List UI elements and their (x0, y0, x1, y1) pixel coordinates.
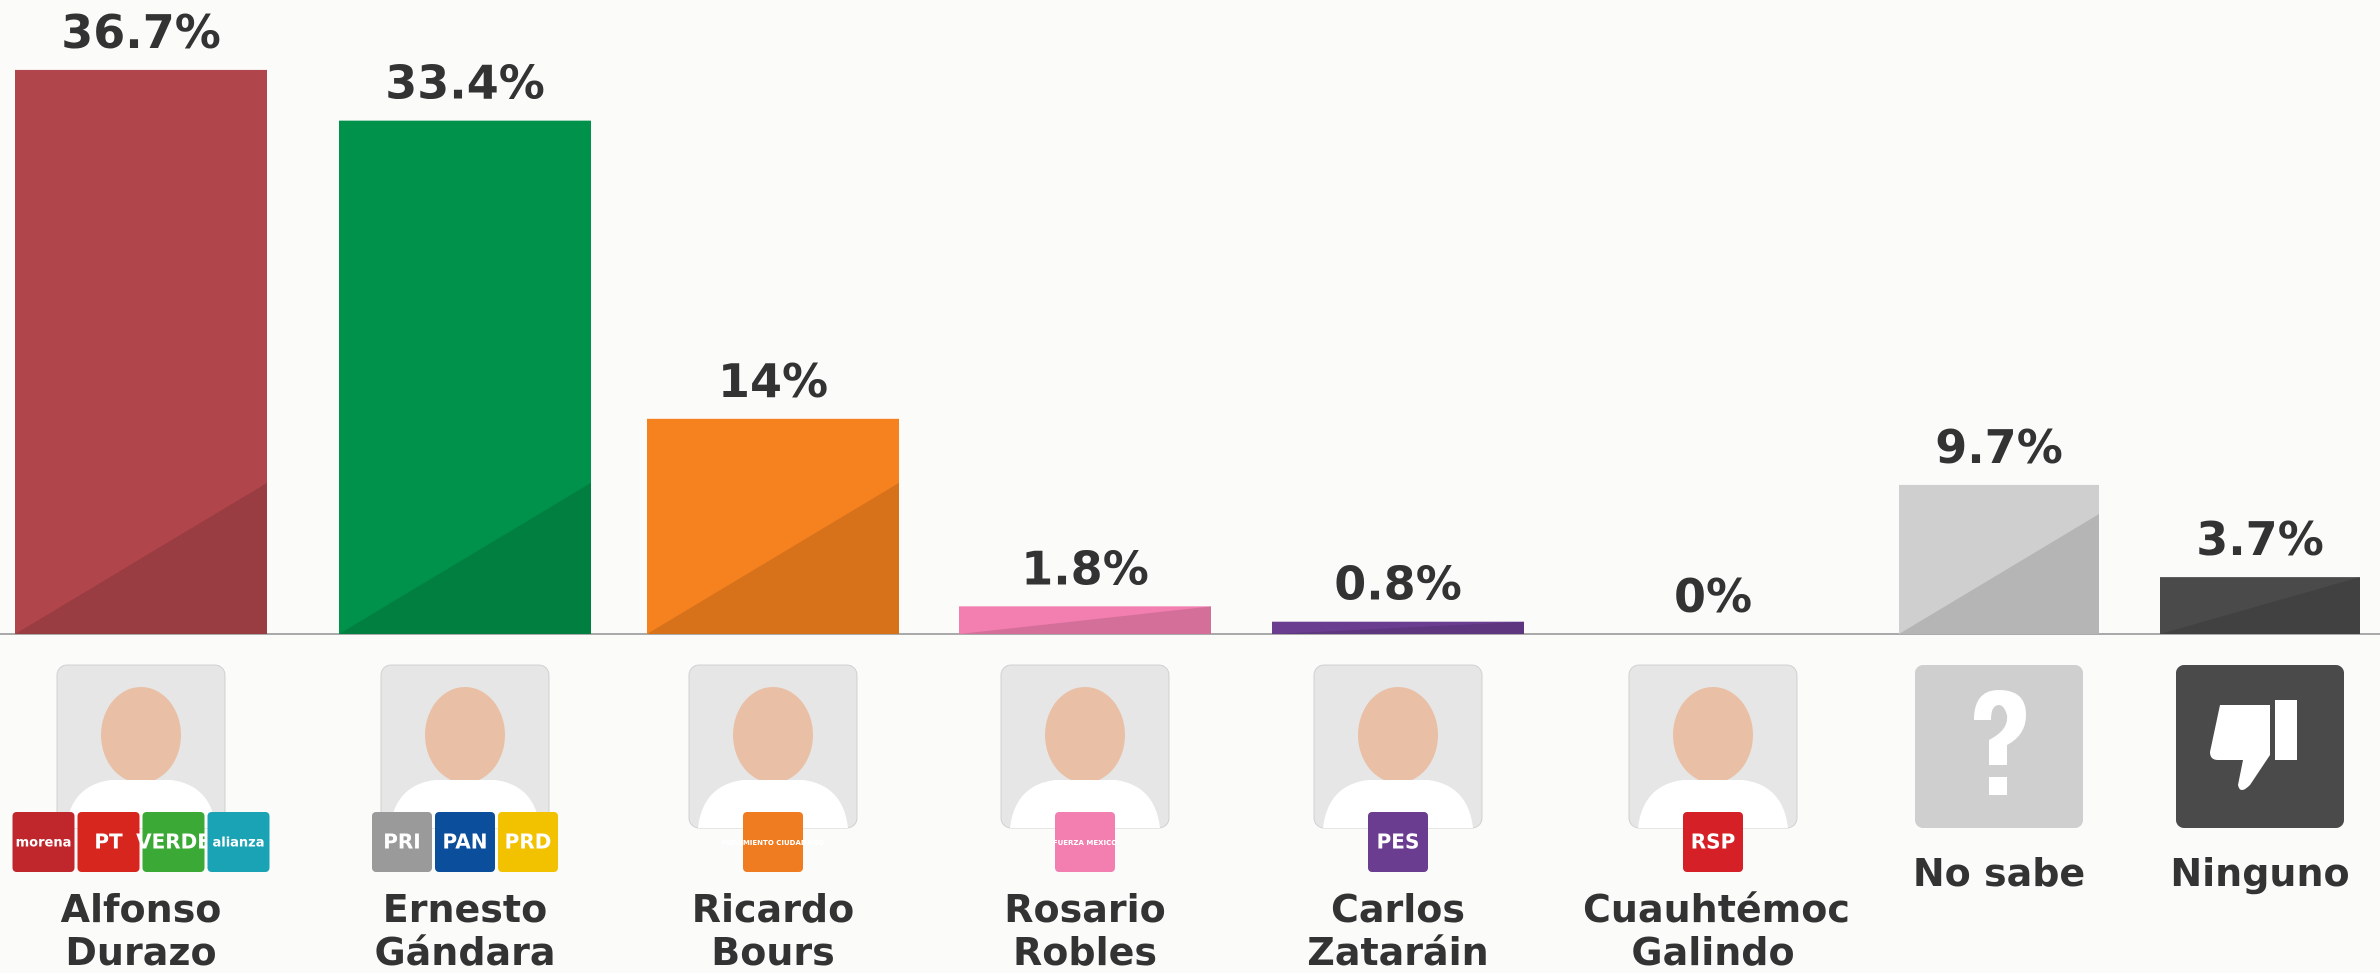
photo-shirt (1010, 780, 1160, 828)
bar-shade (1272, 621, 1524, 634)
party-logo-text: PRD (505, 830, 552, 854)
party-logo (207, 812, 270, 872)
bar-shade (339, 482, 591, 634)
party-logo (142, 812, 205, 872)
party-logo-text: morena (16, 836, 72, 851)
question-icon (1974, 690, 2026, 795)
bar-shade (1899, 514, 2099, 634)
value-label: 14% (718, 354, 828, 408)
category-label: Ernesto Gándara (374, 887, 556, 973)
party-logo-text: PES (1377, 830, 1420, 854)
bar (2160, 577, 2360, 634)
value-label: 0.8% (1334, 557, 1462, 611)
party-logo (12, 812, 75, 872)
category-label: Rosario Robles (1004, 887, 1166, 973)
party-logo (1368, 812, 1428, 872)
photo-shirt (698, 780, 848, 828)
party-logo (77, 812, 140, 872)
photo-shirt (1638, 780, 1788, 828)
bar (1272, 621, 1524, 634)
photo-face (1358, 687, 1438, 783)
party-logo-text: PT (94, 830, 123, 854)
photo-face (101, 687, 181, 783)
party-logo (1055, 812, 1115, 872)
party-logo-text: RSP (1691, 830, 1735, 854)
category-label: Ninguno (2170, 851, 2350, 895)
bar-shade (647, 482, 899, 634)
party-logo-text: FUERZA MEXICO (1053, 839, 1117, 847)
bar (1899, 484, 2099, 634)
value-label: 33.4% (385, 56, 545, 110)
bar-shade (15, 482, 267, 634)
value-label: 3.7% (2196, 512, 2324, 566)
category-label: Ricardo Bours (691, 887, 855, 973)
photo-shirt (1323, 780, 1473, 828)
bar (959, 606, 1211, 634)
photo-face (733, 687, 813, 783)
bar (15, 69, 267, 634)
party-logo-text: PAN (442, 830, 487, 854)
value-label: 1.8% (1021, 541, 1149, 595)
category-label: Alfonso Durazo (60, 887, 222, 973)
category-label: No sabe (1912, 851, 2086, 895)
party-logo-text: alianza (212, 836, 264, 851)
value-label: 9.7% (1935, 420, 2063, 474)
value-label: 36.7% (61, 5, 221, 59)
bar-shade (959, 606, 1211, 634)
category-label: Carlos Zataráin (1307, 887, 1489, 973)
bar-shade (2160, 577, 2360, 634)
party-logo-text: MOVIMIENTO CIUDADANO (722, 839, 824, 847)
photo-face (1045, 687, 1125, 783)
category-label: Cuauhtémoc Galindo (1583, 887, 1850, 973)
value-label: 0% (1674, 569, 1752, 623)
photo-face (425, 687, 505, 783)
party-logo-text: PRI (383, 830, 421, 854)
bar (339, 120, 591, 635)
party-logo (372, 812, 432, 872)
bar (647, 418, 899, 634)
thumb-icon (2210, 700, 2297, 790)
photo-face (1673, 687, 1753, 783)
party-logo (743, 812, 803, 872)
party-logo-text: VERDE (136, 830, 211, 854)
party-logo (498, 812, 558, 872)
party-logo (435, 812, 495, 872)
party-logo (1683, 812, 1743, 872)
